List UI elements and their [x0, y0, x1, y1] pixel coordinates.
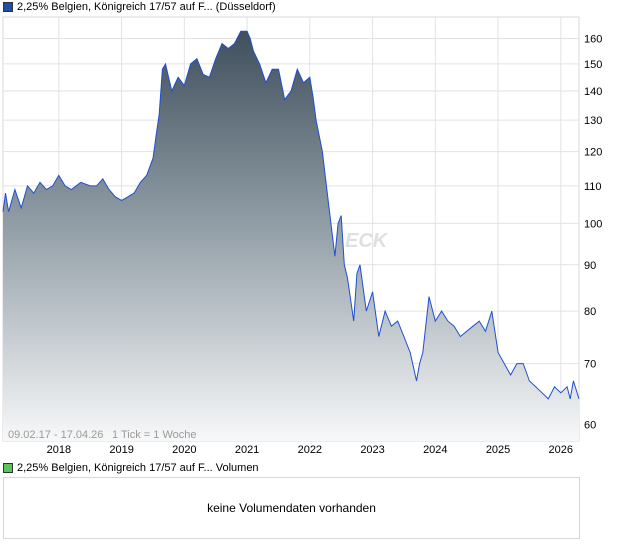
y-tick-label: 80 [584, 306, 596, 318]
y-tick-label: 60 [584, 419, 596, 431]
x-tick-label: 2020 [172, 444, 196, 456]
x-tick-label: 2018 [47, 444, 71, 456]
volume-panel: keine Volumendaten vorhanden [3, 477, 580, 539]
y-tick-label: 120 [584, 147, 602, 159]
y-tick-label: 130 [584, 115, 602, 127]
x-tick-label: 2025 [486, 444, 510, 456]
x-tick-label: 2024 [423, 444, 447, 456]
y-tick-label: 70 [584, 359, 596, 371]
price-chart: ECK 09.02.17 - 17.04.26 1 Tick = 1 Woche… [2, 16, 602, 456]
price-legend: 2,25% Belgien, Königreich 17/57 auf F...… [3, 1, 276, 13]
price-area [3, 31, 579, 441]
y-tick-label: 100 [584, 218, 602, 230]
x-tick-label: 2021 [235, 444, 259, 456]
x-tick-label: 2026 [549, 444, 573, 456]
tick-label: 1 Tick = 1 Woche [112, 429, 196, 441]
x-tick-label: 2019 [109, 444, 133, 456]
y-tick-label: 150 [584, 59, 602, 71]
volume-legend: 2,25% Belgien, Königreich 17/57 auf F...… [3, 462, 259, 474]
x-tick-label: 2022 [298, 444, 322, 456]
volume-legend-swatch [3, 463, 13, 473]
volume-legend-label: 2,25% Belgien, Königreich 17/57 auf F...… [17, 462, 259, 474]
y-tick-label: 160 [584, 34, 602, 46]
y-tick-label: 110 [584, 181, 602, 193]
volume-empty-message: keine Volumendaten vorhanden [207, 501, 376, 515]
watermark: ECK [345, 230, 389, 252]
price-legend-swatch [3, 2, 13, 12]
x-tick-label: 2023 [360, 444, 384, 456]
y-tick-label: 90 [584, 260, 596, 272]
price-line [2, 30, 580, 400]
price-legend-label: 2,25% Belgien, Königreich 17/57 auf F...… [17, 1, 276, 13]
y-tick-label: 140 [584, 86, 602, 98]
range-label: 09.02.17 - 17.04.26 [8, 429, 103, 441]
